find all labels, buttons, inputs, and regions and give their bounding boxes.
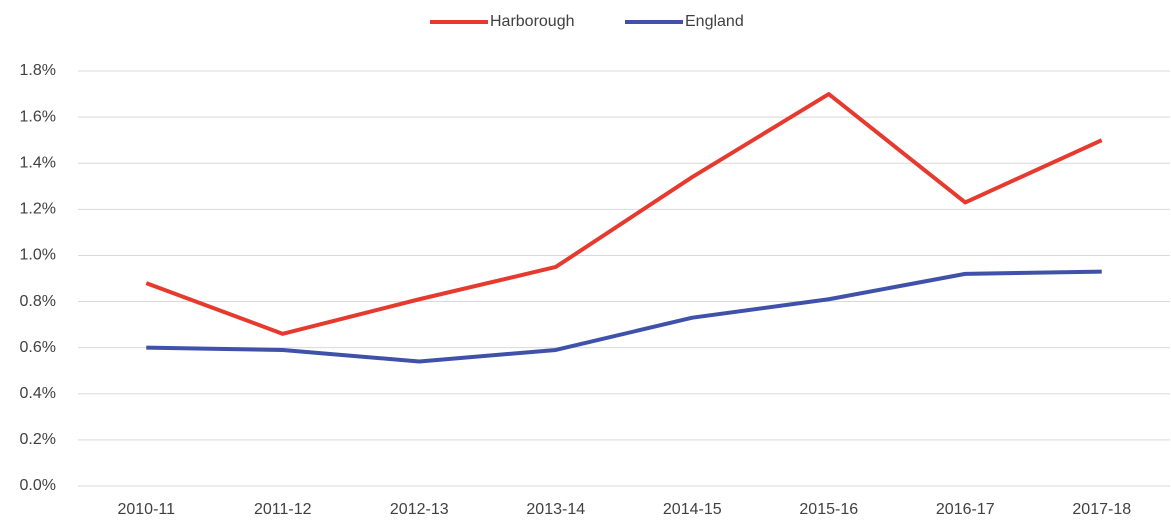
legend-label: Harborough	[490, 13, 575, 30]
y-tick-label: 1.8%	[20, 62, 56, 79]
legend-label: England	[685, 13, 744, 30]
x-tick-label: 2015-16	[799, 501, 858, 518]
x-tick-label: 2014-15	[663, 501, 722, 518]
y-tick-label: 1.6%	[20, 108, 56, 125]
y-tick-label: 0.6%	[20, 339, 56, 356]
line-series	[145, 92, 1103, 336]
x-tick-label: 2013-14	[526, 501, 585, 518]
y-tick-label: 1.2%	[20, 201, 56, 218]
x-tick-label: 2017-18	[1072, 501, 1131, 518]
x-tick-label: 2016-17	[936, 501, 995, 518]
line-series	[146, 269, 1102, 364]
x-tick-label: 2010-11	[117, 501, 175, 518]
y-tick-label: 0.0%	[20, 477, 56, 494]
y-tick-label: 0.4%	[20, 385, 56, 402]
x-tick-label: 2012-13	[390, 501, 449, 518]
y-tick-label: 0.8%	[20, 293, 56, 310]
y-tick-label: 1.0%	[20, 247, 56, 264]
y-tick-label: 0.2%	[20, 431, 56, 448]
x-tick-label: 2011-12	[254, 501, 312, 518]
y-tick-label: 1.4%	[20, 154, 56, 171]
